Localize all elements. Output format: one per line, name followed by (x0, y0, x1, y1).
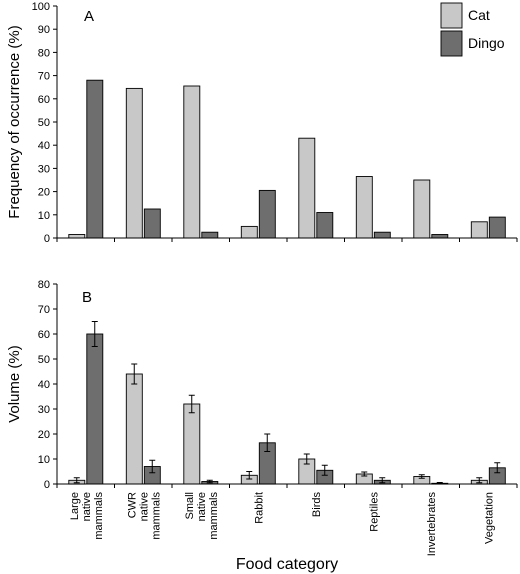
y-tick-label: 70 (38, 304, 50, 316)
category-label-5: Reptiles (368, 492, 380, 532)
y-axis-title: Frequency of occurrence (%) (6, 25, 23, 218)
bar-cat-0 (68, 234, 86, 239)
bar-cat-1 (125, 87, 143, 239)
bar-dingo-0 (86, 79, 104, 239)
category-label-line: mammals (208, 492, 220, 540)
panel-letter: A (84, 8, 94, 25)
bar-dingo-6 (431, 234, 449, 239)
y-tick-label: 80 (38, 47, 50, 59)
category-label-line: Reptiles (368, 492, 380, 532)
legend-label-dingo: Dingo (468, 35, 505, 51)
y-tick-label: 40 (38, 379, 50, 391)
bar-cat-2 (183, 85, 201, 239)
panel-letter: B (82, 289, 92, 306)
y-tick-label: 20 (38, 429, 50, 441)
y-tick-label: 60 (38, 94, 50, 106)
bar-dingo-2 (201, 231, 219, 239)
bar-cat-2 (183, 403, 201, 485)
bar-dingo-3 (258, 189, 276, 239)
y-tick-label: 20 (38, 187, 50, 199)
category-label-line: Small (184, 492, 196, 520)
panel-a: 0 10 20 30 40 50 60 70 80 90 100 Frequency of occur… (6, 1, 518, 245)
y-tick-label: 30 (38, 404, 50, 416)
y-tick-label: 70 (38, 71, 50, 83)
category-label-0: Largenativemammals (69, 492, 105, 540)
y-tick-label: 0 (44, 479, 50, 491)
legend-swatch-cat (440, 2, 463, 29)
bar-dingo-4 (316, 212, 334, 239)
bar-cat-3 (240, 225, 258, 239)
y-tick-label: 100 (32, 1, 50, 13)
category-label-line: native (81, 492, 93, 521)
y-axis-title: Volume (%) (6, 345, 23, 423)
y-tick-label: 40 (38, 140, 50, 152)
bar-cat-7 (470, 221, 488, 239)
category-label-line: mammals (93, 492, 105, 540)
y-tick-label: 80 (38, 279, 50, 291)
y-tick-label: 60 (38, 329, 50, 341)
category-label-6: Invertebrates (426, 492, 438, 557)
category-label-2: Smallnativemammals (184, 492, 220, 540)
x-axis-title: Food category (236, 556, 338, 573)
y-tick-label: 10 (38, 454, 50, 466)
y-tick-label: 30 (38, 163, 50, 175)
category-label-line: Invertebrates (426, 492, 438, 557)
y-tick-label: 90 (38, 24, 50, 36)
category-label-line: Rabbit (253, 492, 265, 524)
legend-swatch-dingo (440, 30, 463, 57)
category-label-3: Rabbit (253, 492, 265, 524)
bar-cat-1 (125, 373, 143, 485)
bar-dingo-1 (143, 208, 161, 239)
y-tick-label: 0 (44, 233, 50, 245)
y-tick-label: 10 (38, 210, 50, 222)
category-label-line: native (196, 492, 208, 521)
category-label-7: Vegetation (483, 492, 495, 544)
bar-dingo-5 (373, 231, 391, 239)
y-tick-label: 50 (38, 117, 50, 129)
bar-dingo-7 (488, 216, 506, 239)
category-label-4: Birds (311, 492, 323, 518)
category-label-line: Birds (311, 492, 323, 518)
category-label-line: mammals (150, 492, 162, 540)
category-label-line: Large (69, 492, 81, 520)
bar-cat-4 (298, 137, 316, 239)
bar-cat-6 (413, 179, 431, 239)
category-label-line: native (138, 492, 150, 521)
bar-cat-5 (355, 176, 373, 239)
category-label-1: CWRnativemammals (126, 492, 162, 540)
legend-label-cat: Cat (468, 7, 490, 23)
category-label-line: Vegetation (483, 492, 495, 544)
y-tick-label: 50 (38, 354, 50, 366)
category-label-line: CWR (126, 492, 138, 518)
bar-dingo-0 (86, 333, 104, 485)
